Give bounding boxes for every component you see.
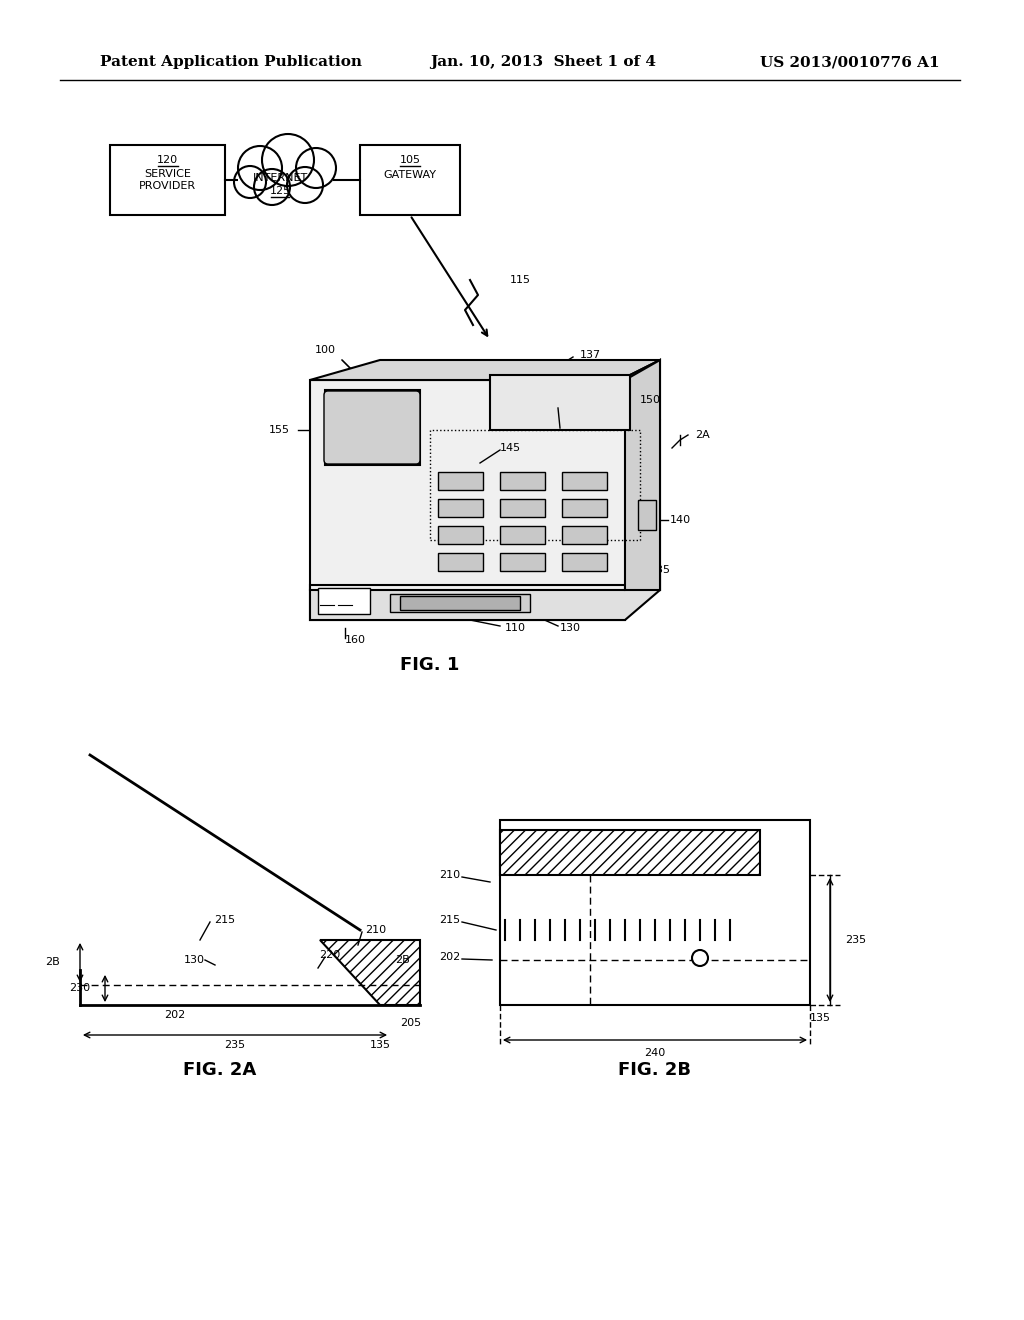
Text: 2B: 2B	[395, 954, 410, 965]
Bar	[400, 597, 520, 610]
Text: SERVICE
PROVIDER: SERVICE PROVIDER	[139, 169, 196, 191]
Text: 140: 140	[670, 515, 691, 525]
Polygon shape	[325, 389, 420, 465]
Text: FIG. 2B: FIG. 2B	[618, 1061, 691, 1078]
Text: 2B: 2B	[45, 957, 60, 968]
Text: 202: 202	[165, 1010, 185, 1020]
Bar	[490, 375, 630, 430]
Polygon shape	[620, 360, 660, 420]
Bar	[438, 525, 483, 544]
Text: 160: 160	[345, 635, 366, 645]
Bar	[562, 499, 607, 517]
Text: 215: 215	[214, 915, 236, 925]
Bar	[562, 553, 607, 572]
Text: FIG. 2A: FIG. 2A	[183, 1061, 257, 1078]
Circle shape	[234, 166, 266, 198]
Circle shape	[692, 950, 708, 966]
Text: 100: 100	[315, 345, 336, 355]
Circle shape	[262, 135, 314, 186]
Bar	[500, 525, 545, 544]
Polygon shape	[310, 380, 660, 590]
Bar	[318, 587, 370, 614]
Bar	[500, 830, 760, 875]
Circle shape	[238, 147, 282, 190]
Text: 215: 215	[439, 915, 460, 925]
Text: 145: 145	[500, 444, 521, 453]
Circle shape	[287, 168, 323, 203]
Circle shape	[254, 169, 290, 205]
Bar	[438, 499, 483, 517]
FancyBboxPatch shape	[238, 154, 333, 205]
Text: FIG. 1: FIG. 1	[400, 656, 460, 675]
Text: 130: 130	[630, 965, 651, 975]
Bar	[500, 820, 810, 1005]
Text: 130: 130	[560, 623, 581, 634]
Bar	[562, 525, 607, 544]
Text: 137: 137	[580, 350, 601, 360]
Bar	[500, 499, 545, 517]
Bar	[500, 473, 545, 490]
Text: 235: 235	[845, 935, 866, 945]
Text: 135: 135	[650, 565, 671, 576]
Bar	[638, 500, 656, 531]
Text: 205: 205	[765, 865, 786, 875]
Text: US 2013/0010776 A1: US 2013/0010776 A1	[760, 55, 940, 69]
Bar	[110, 145, 225, 215]
Bar	[310, 585, 625, 620]
Polygon shape	[625, 360, 660, 590]
Text: Jan. 10, 2013  Sheet 1 of 4: Jan. 10, 2013 Sheet 1 of 4	[430, 55, 656, 69]
Bar	[562, 473, 607, 490]
Text: 135: 135	[370, 1040, 390, 1049]
Text: Patent Application Publication: Patent Application Publication	[100, 55, 362, 69]
Text: 120: 120	[157, 154, 178, 165]
Text: 205: 205	[400, 1018, 421, 1028]
Text: 230: 230	[69, 983, 90, 993]
Bar	[360, 145, 460, 215]
Text: 105: 105	[399, 154, 421, 165]
FancyBboxPatch shape	[324, 391, 420, 465]
Text: 202: 202	[438, 952, 460, 962]
Polygon shape	[310, 360, 660, 380]
Circle shape	[296, 148, 336, 187]
Bar	[390, 594, 530, 612]
Text: 210: 210	[439, 870, 460, 880]
Text: 150: 150	[640, 395, 662, 405]
Text: INTERNET: INTERNET	[252, 173, 307, 183]
Text: 2A: 2A	[695, 430, 710, 440]
Text: 110: 110	[505, 623, 526, 634]
Bar	[438, 553, 483, 572]
Text: 130: 130	[184, 954, 205, 965]
Text: 220: 220	[319, 950, 341, 960]
Text: 235: 235	[224, 1040, 246, 1049]
Text: 210: 210	[365, 925, 386, 935]
Text: 220: 220	[710, 965, 731, 975]
Text: 135: 135	[810, 1012, 831, 1023]
Text: 115: 115	[510, 275, 531, 285]
Bar	[438, 473, 483, 490]
Bar	[500, 553, 545, 572]
Text: 155: 155	[269, 425, 290, 436]
Bar	[430, 430, 640, 540]
Text: 240: 240	[644, 1048, 666, 1059]
Text: 125: 125	[269, 186, 291, 195]
Polygon shape	[310, 576, 660, 620]
Text: GATEWAY: GATEWAY	[384, 170, 436, 180]
